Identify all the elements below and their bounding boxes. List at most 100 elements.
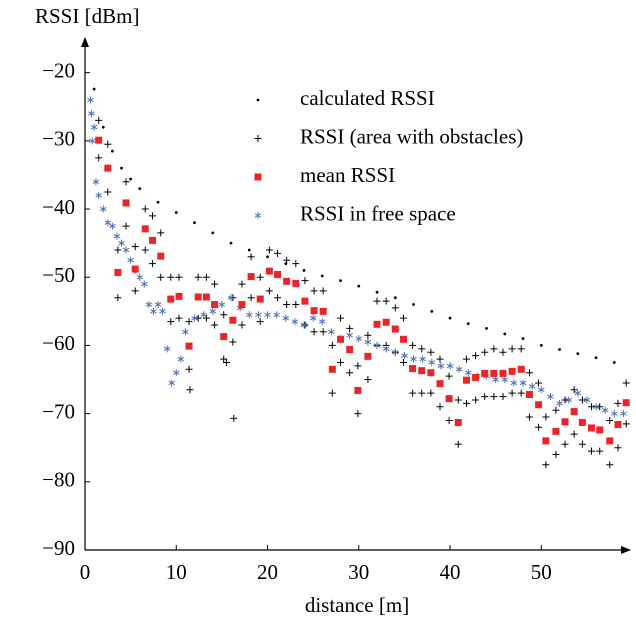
asterisk [328, 328, 335, 336]
point [154, 301, 162, 309]
point [594, 356, 598, 360]
asterisk [163, 345, 171, 353]
point [186, 386, 194, 394]
plus [265, 246, 273, 254]
point [535, 423, 543, 431]
point [499, 369, 507, 377]
square [525, 391, 533, 399]
point [503, 332, 507, 336]
square [141, 225, 149, 233]
point [499, 393, 507, 401]
square [319, 307, 327, 315]
point [229, 338, 237, 346]
point [354, 386, 362, 394]
point [92, 178, 100, 186]
point [436, 355, 444, 363]
plus [194, 273, 202, 281]
asterisk [227, 294, 235, 302]
point [328, 328, 335, 336]
square [570, 408, 578, 416]
point [230, 414, 238, 422]
point [101, 125, 105, 129]
plus [247, 294, 255, 302]
point [427, 389, 435, 397]
point [202, 293, 210, 301]
asterisk [218, 301, 226, 309]
asterisk [382, 345, 390, 353]
square [337, 335, 345, 343]
plus [256, 273, 264, 281]
plus [222, 358, 230, 366]
asterisk [282, 314, 290, 322]
dot [138, 187, 142, 191]
asterisk [538, 386, 545, 394]
point [382, 345, 390, 353]
square [535, 401, 543, 409]
square [122, 199, 130, 207]
point [614, 421, 622, 429]
square [301, 297, 309, 305]
point [428, 358, 436, 366]
square [499, 369, 507, 377]
point [159, 307, 166, 315]
dot [129, 177, 133, 181]
asterisk [437, 362, 445, 370]
plus [578, 396, 586, 404]
point [200, 311, 207, 319]
asterisk [150, 307, 157, 315]
point [614, 399, 622, 407]
point [256, 273, 264, 281]
point [163, 345, 171, 353]
plus [587, 447, 595, 455]
point [95, 154, 103, 162]
point [141, 246, 149, 254]
asterisk [565, 396, 572, 404]
plus [606, 461, 614, 469]
point [552, 451, 560, 459]
asterisk [574, 389, 582, 397]
point [399, 358, 407, 366]
asterisk [355, 335, 363, 343]
plus [114, 246, 122, 254]
point [114, 246, 122, 254]
point [490, 369, 498, 377]
plus [274, 294, 282, 302]
point [245, 311, 253, 319]
asterisk [419, 355, 426, 363]
legend-label: mean RSSI [300, 163, 395, 187]
point [542, 437, 550, 445]
plus [525, 413, 533, 421]
plus [606, 416, 614, 424]
square [265, 267, 273, 275]
plus [185, 318, 193, 326]
asterisk [309, 314, 317, 322]
legend-label: calculated RSSI [300, 86, 435, 110]
point [194, 293, 202, 301]
y-axis-label: RSSI [dBm] [35, 4, 139, 28]
point [174, 211, 178, 214]
asterisk [113, 232, 121, 240]
point [481, 393, 489, 401]
point [122, 246, 130, 254]
point [104, 164, 112, 172]
point [328, 341, 336, 349]
point [578, 440, 586, 448]
point [485, 326, 488, 330]
dot [503, 332, 507, 336]
point [539, 344, 543, 347]
y-tick-label: −90 [42, 536, 75, 560]
point [481, 348, 489, 356]
asterisk [95, 191, 102, 199]
plus [186, 386, 194, 394]
point [274, 271, 282, 279]
point [185, 318, 193, 326]
plus [587, 403, 595, 411]
plus [436, 355, 444, 363]
point [141, 280, 148, 288]
plus [508, 345, 516, 353]
dot [448, 316, 452, 320]
point [472, 373, 480, 381]
point [364, 338, 372, 346]
point [596, 426, 604, 434]
